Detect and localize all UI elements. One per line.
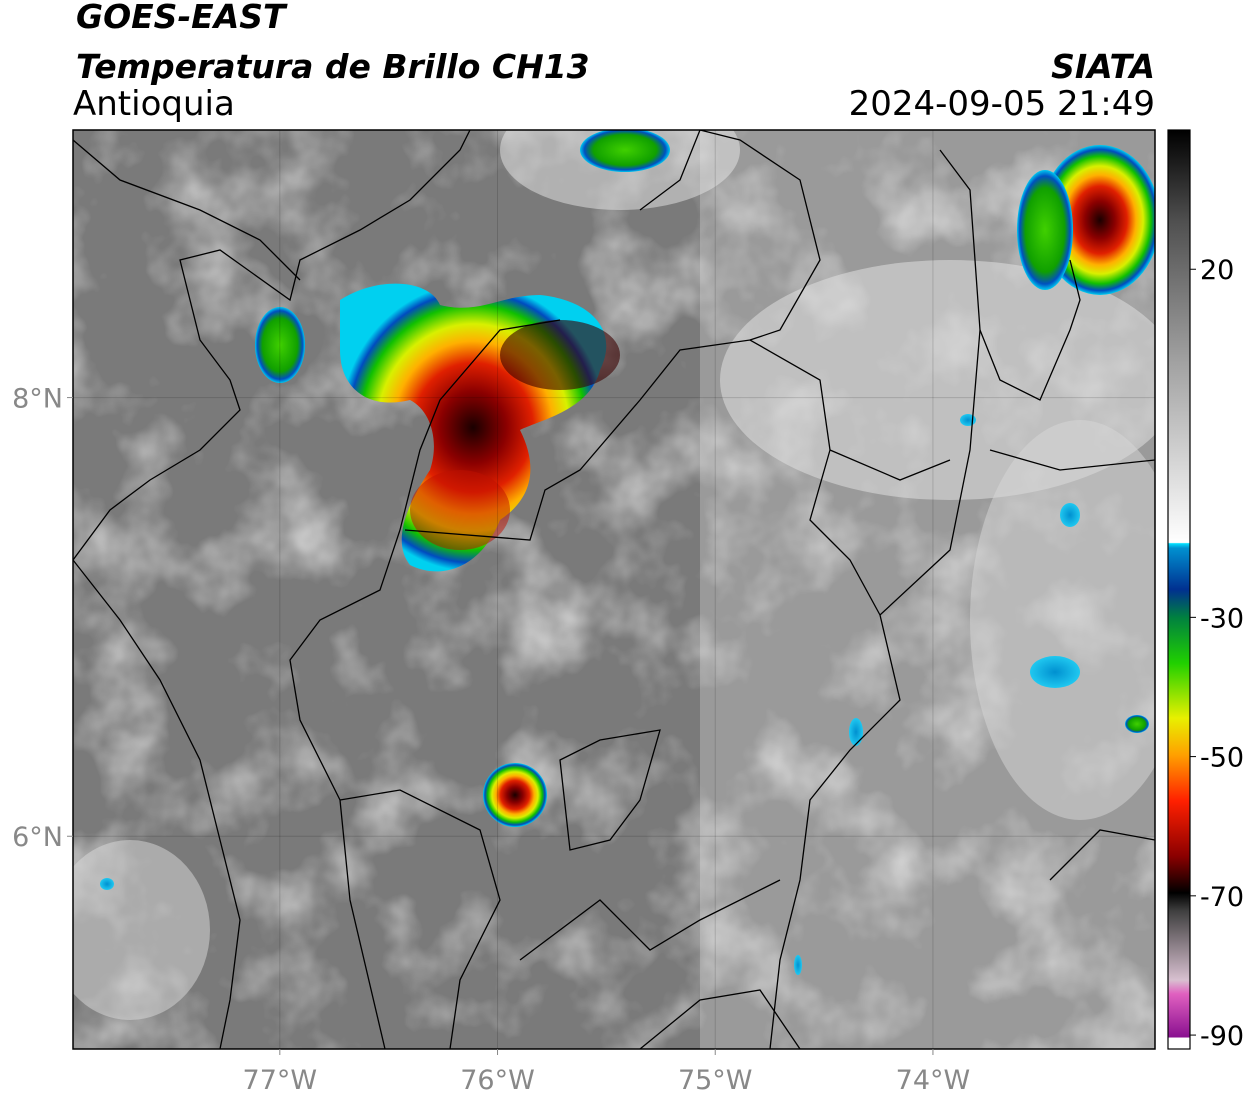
source: SIATA [1051, 47, 1155, 86]
title: GOES-EAST [76, 0, 288, 36]
x-tick-label: 77°W [243, 1065, 318, 1096]
satellite-image [73, 130, 1155, 1049]
colorbar-tick-label: -90 [1200, 1021, 1244, 1052]
graticule [73, 130, 1155, 1049]
datetime: 2024-09-05 21:49 [849, 84, 1155, 124]
x-tick-label: 74°W [896, 1065, 971, 1096]
subtitle: Temperatura de Brillo CH13 [76, 47, 590, 86]
map-frame [72, 129, 1156, 1050]
colorbar-tick-label: -70 [1200, 882, 1244, 913]
colorbar-tick-label: -50 [1200, 743, 1244, 774]
colorbar [1167, 129, 1191, 1050]
colorbar-tick-label: 20 [1200, 255, 1234, 286]
y-tick-label: 8°N [12, 384, 63, 415]
x-tick-label: 76°W [460, 1065, 535, 1096]
colorbar-tick-label: -30 [1200, 603, 1244, 634]
y-tick-label: 6°N [12, 822, 63, 853]
region: Antioquia [73, 84, 235, 124]
boundaries [73, 130, 1155, 1049]
x-tick-label: 75°W [678, 1065, 753, 1096]
